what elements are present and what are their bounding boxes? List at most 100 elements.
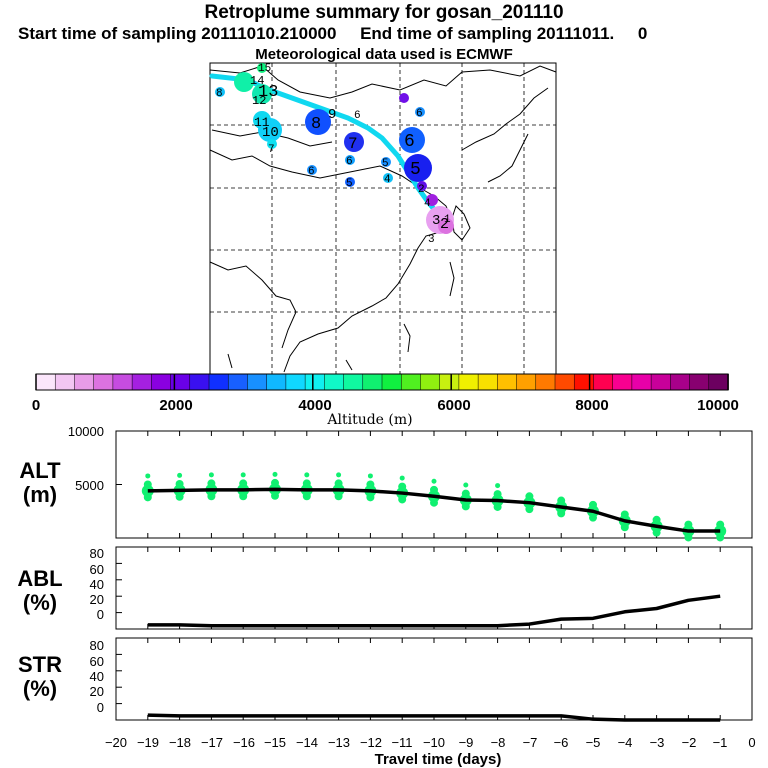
abl-ytick: 80: [90, 546, 104, 561]
alt-label: ALT: [19, 458, 61, 483]
traj-label: 15: [258, 63, 271, 75]
abl-ytick: 20: [90, 592, 104, 607]
traj-label: 8: [311, 115, 321, 134]
xtick: −13: [328, 735, 350, 750]
trajectory-clusters: [215, 63, 454, 234]
cluster-marker: [426, 194, 438, 206]
alt-scatter-point: [175, 479, 184, 488]
xtick: −2: [682, 735, 697, 750]
colorbar-tick: 2000: [159, 397, 192, 414]
cluster-marker: [305, 109, 331, 135]
traj-label: 12: [252, 94, 266, 108]
colorbar-label: Altitude (m): [326, 412, 412, 428]
xtick: −20: [105, 735, 127, 750]
colorbar-swatch: [650, 373, 672, 391]
str-panel-frame: [115, 637, 753, 721]
colorbar-tick: 0: [32, 397, 40, 414]
colorbar-swatch: [362, 373, 383, 391]
alt-scatter-point: [430, 498, 438, 507]
cluster-marker: [417, 181, 427, 191]
xtick: −19: [137, 735, 159, 750]
colorbar-swatch: [381, 373, 402, 391]
colorbar-swatch: [516, 373, 537, 391]
alt-scatter-point: [240, 472, 246, 478]
alt-scatter-point: [143, 493, 152, 502]
alt-scatter-point: [430, 485, 438, 494]
traj-label: 2: [440, 216, 449, 233]
alt-scatter-point: [143, 480, 152, 489]
map-frame: [209, 62, 557, 375]
colorbar-swatch: [689, 373, 710, 391]
colorbar-swatch: [131, 373, 153, 391]
traj-label: 11: [254, 115, 270, 130]
alt-ytick: 10000: [68, 424, 104, 439]
alt-scatter-point: [620, 510, 629, 519]
str-ytick: 80: [90, 638, 104, 653]
alt-scatter-point: [398, 495, 407, 504]
alt-scatter-point: [461, 489, 470, 498]
cluster-marker: [383, 173, 393, 183]
traj-label: 1: [444, 214, 451, 226]
panel-y-labels: ALT (m) ABL (%) STR (%): [17, 458, 62, 701]
traj-label: 5: [410, 160, 421, 180]
alt-scatter-point: [557, 496, 566, 505]
alt-scatter-point: [304, 472, 310, 478]
alt-scatter-point: [493, 502, 502, 511]
alt-scatter-point: [334, 492, 343, 501]
xtick: −9: [459, 735, 474, 750]
xtick: −8: [491, 735, 506, 750]
cluster-marker: [404, 154, 432, 182]
colorbar-swatch: [554, 373, 575, 391]
cluster-marker: [307, 165, 317, 175]
str-unit: (%): [23, 676, 57, 701]
traj-label: 6: [404, 132, 415, 152]
xtick: −18: [169, 735, 191, 750]
traj-label: 3: [432, 213, 440, 229]
colorbar-swatch: [247, 373, 268, 391]
alt-scatter-point: [271, 491, 279, 500]
alt-scatter-point: [399, 475, 405, 481]
alt-scatter-point: [207, 479, 216, 488]
cluster-label: 4: [384, 174, 391, 186]
colorbar-swatch: [112, 373, 133, 391]
xtick: −14: [296, 735, 318, 750]
cluster-marker: [258, 118, 282, 142]
cluster-marker: [267, 139, 277, 149]
alt-scatter-point: [493, 490, 502, 499]
traj-label: 7: [348, 135, 358, 153]
colorbar-tick: 10000: [697, 397, 739, 414]
colorbar-swatch: [54, 373, 76, 391]
colorbar-swatch: [266, 373, 287, 391]
str-label: STR: [18, 652, 62, 677]
colorbar-swatch: [420, 373, 441, 391]
alt-scatter-point: [684, 520, 693, 529]
xtick: −16: [233, 735, 255, 750]
alt-scatter-point: [334, 479, 343, 488]
alt-scatter-point: [145, 473, 151, 479]
cluster-marker: [345, 177, 355, 187]
cluster-label: 2: [418, 184, 425, 196]
cluster-marker: [438, 218, 454, 234]
alt-scatter-point: [366, 493, 375, 502]
alt-scatter-point: [175, 492, 184, 501]
abl-ytick: 0: [97, 607, 104, 622]
alt-scatter-point: [716, 533, 725, 542]
colorbar-swatch: [189, 373, 210, 391]
sampling-period-text: Start time of sampling 20111010.210000 E…: [18, 24, 648, 43]
alt-scatter-point: [336, 472, 342, 478]
colorbar-swatch: [535, 373, 556, 391]
meteorology-source-text: Meteorological data used is ECMWF: [255, 46, 513, 63]
cluster-label: 7: [268, 144, 275, 156]
colorbar-swatch: [477, 373, 499, 391]
traj-label: 10: [262, 125, 279, 141]
abl-panel-frame: [115, 546, 753, 630]
cluster-label: 6: [416, 108, 423, 120]
cluster-label: 6: [308, 166, 315, 178]
alt-scatter-point: [207, 492, 216, 501]
xtick: −17: [201, 735, 223, 750]
colorbar-swatch: [74, 373, 95, 391]
cluster-marker: [234, 72, 254, 92]
xtick: −3: [650, 735, 665, 750]
alt-scatter-point: [208, 472, 214, 478]
